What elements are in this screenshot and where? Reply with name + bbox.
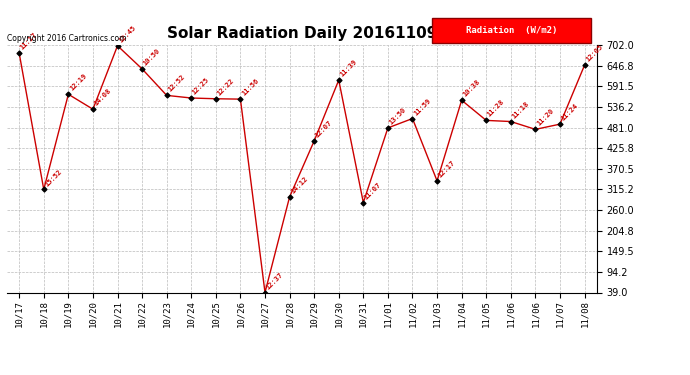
Text: 12:25: 12:25 [191, 76, 210, 96]
Point [382, 125, 393, 131]
Point [112, 43, 123, 49]
Text: 12:45: 12:45 [117, 24, 137, 44]
Point [63, 91, 74, 97]
Point [407, 116, 418, 122]
Point [259, 290, 270, 296]
Point [505, 118, 516, 124]
Point [38, 186, 49, 192]
Text: 12:22: 12:22 [216, 77, 235, 96]
Point [137, 66, 148, 72]
Point [530, 126, 541, 132]
Point [14, 50, 25, 56]
Text: 11:28: 11:28 [486, 99, 506, 118]
Point [579, 62, 590, 68]
Text: 11:56: 11:56 [240, 78, 259, 97]
Text: 11:20: 11:20 [535, 108, 555, 127]
Text: 12:37: 12:37 [265, 271, 284, 290]
Point [186, 95, 197, 101]
Text: 11:18: 11:18 [511, 100, 530, 119]
Point [431, 178, 442, 184]
Text: 11:39: 11:39 [339, 58, 358, 78]
Text: 11:17: 11:17 [19, 32, 39, 51]
Text: 12:05: 12:05 [584, 44, 604, 63]
Text: 14:12: 14:12 [290, 176, 309, 195]
Text: 10:38: 10:38 [462, 79, 481, 98]
FancyBboxPatch shape [432, 18, 591, 42]
Text: 11:07: 11:07 [364, 181, 382, 200]
Text: 12:17: 12:17 [437, 159, 456, 178]
Text: 12:19: 12:19 [68, 73, 88, 92]
Point [235, 96, 246, 102]
Point [161, 92, 172, 98]
Point [308, 138, 319, 144]
Text: 12:07: 12:07 [314, 119, 333, 139]
Point [358, 200, 369, 206]
Title: Solar Radiation Daily 20161109: Solar Radiation Daily 20161109 [167, 26, 437, 41]
Text: 13:50: 13:50 [388, 106, 407, 126]
Point [88, 106, 99, 112]
Text: Radiation  (W/m2): Radiation (W/m2) [466, 26, 557, 34]
Text: Copyright 2016 Cartronics.com: Copyright 2016 Cartronics.com [7, 33, 126, 42]
Text: 10:50: 10:50 [142, 47, 161, 67]
Point [481, 117, 492, 123]
Point [555, 121, 566, 127]
Point [333, 77, 344, 83]
Point [456, 97, 467, 103]
Point [284, 194, 295, 200]
Text: 12:52: 12:52 [167, 74, 186, 93]
Text: 15:52: 15:52 [43, 168, 63, 187]
Text: 14:08: 14:08 [93, 88, 112, 107]
Text: 11:24: 11:24 [560, 103, 579, 122]
Text: 11:59: 11:59 [413, 97, 432, 116]
Point [210, 96, 221, 102]
